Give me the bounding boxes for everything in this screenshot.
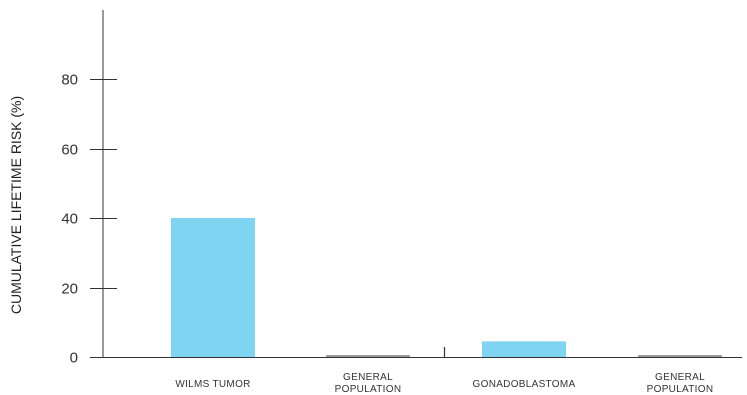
y-axis-title: CUMULATIVE LIFETIME RISK (%) bbox=[8, 96, 24, 314]
bar bbox=[482, 341, 566, 357]
y-tick-label: 80 bbox=[61, 72, 78, 89]
bar bbox=[638, 355, 722, 357]
y-tick-label: 40 bbox=[61, 211, 78, 228]
x-category-label: GENERAL POPULATION bbox=[335, 372, 402, 395]
y-tick-label: 60 bbox=[61, 142, 78, 159]
bars bbox=[171, 218, 722, 357]
bar bbox=[326, 355, 410, 357]
y-tick-label: 0 bbox=[70, 350, 78, 367]
x-category-label: GENERAL POPULATION bbox=[647, 372, 714, 395]
y-tick-label: 20 bbox=[61, 281, 78, 298]
x-category-label: WILMS TUMOR bbox=[175, 379, 250, 390]
labels: WILMS TUMOR GENERAL POPULATION GONADOBLASTO… bbox=[175, 372, 713, 395]
bar bbox=[171, 218, 255, 357]
axes: 0 20 40 60 80 bbox=[61, 10, 742, 367]
x-category-label: GONADOBLASTOMA bbox=[473, 379, 576, 390]
